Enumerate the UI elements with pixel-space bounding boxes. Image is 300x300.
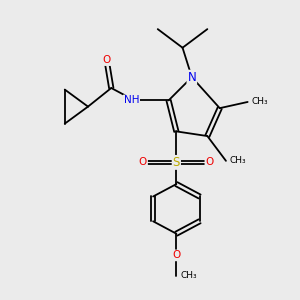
Text: NH: NH (124, 95, 139, 105)
Text: CH₃: CH₃ (180, 271, 197, 280)
Text: O: O (103, 55, 111, 65)
Text: O: O (139, 158, 147, 167)
Text: N: N (188, 71, 196, 84)
Text: O: O (172, 250, 181, 260)
Text: O: O (206, 158, 214, 167)
Text: CH₃: CH₃ (251, 98, 268, 106)
Text: S: S (173, 156, 180, 169)
Text: CH₃: CH₃ (230, 156, 246, 165)
